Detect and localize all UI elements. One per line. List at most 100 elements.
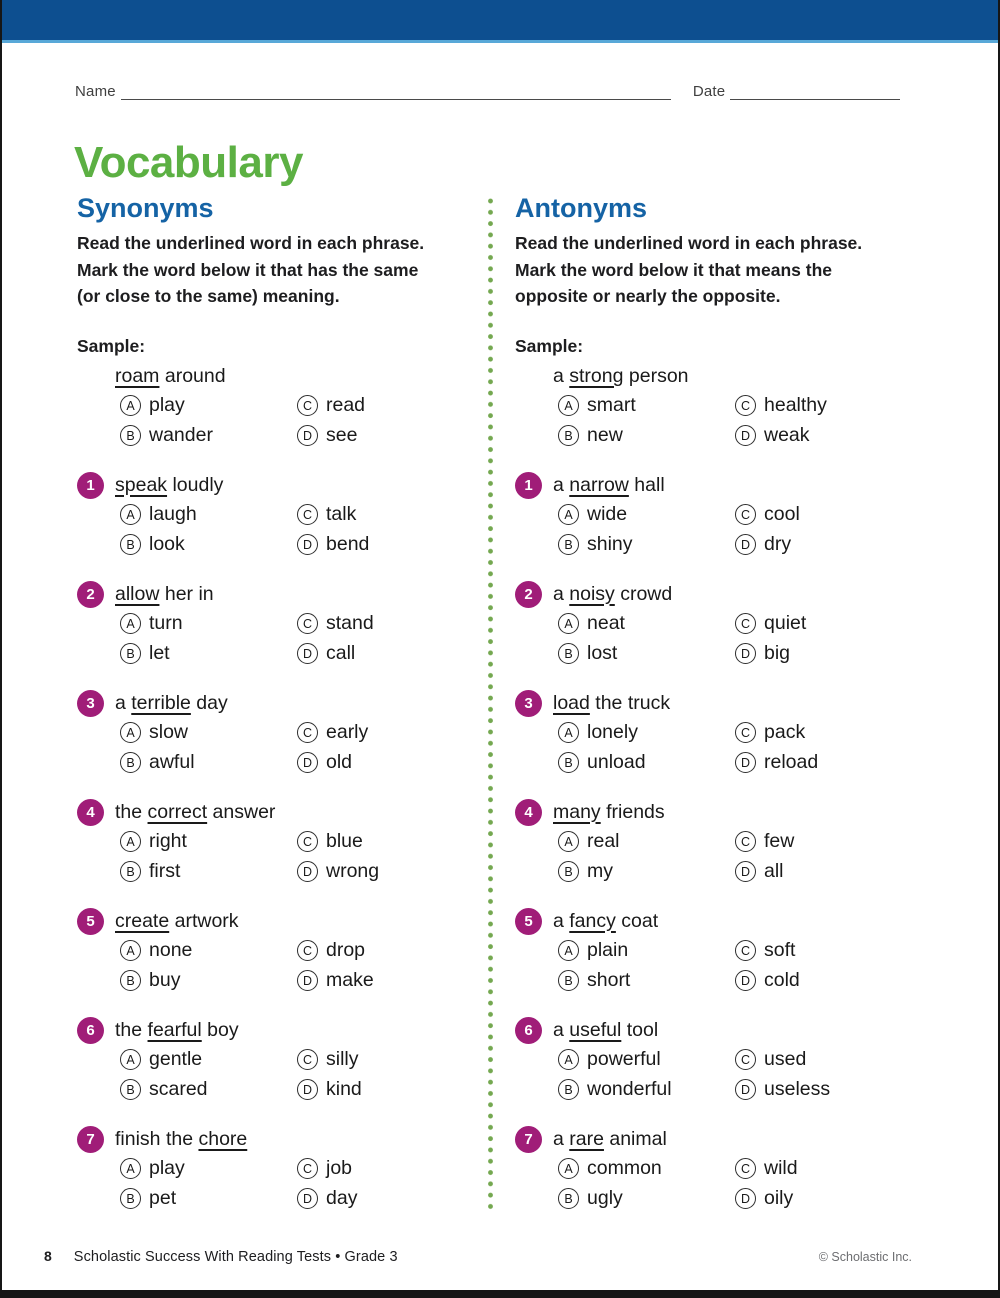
answer-bubble-c[interactable]: C (735, 831, 756, 852)
answer-bubble-d[interactable]: D (735, 1079, 756, 1100)
answer-bubble-c[interactable]: C (735, 940, 756, 961)
answer-bubble-d[interactable]: D (735, 425, 756, 446)
answer-bubble-c[interactable]: C (735, 1158, 756, 1179)
answer-bubble-b[interactable]: B (558, 752, 579, 773)
answer-bubble-b[interactable]: B (558, 1079, 579, 1100)
answer-bubble-a[interactable]: A (558, 1049, 579, 1070)
answer-bubble-c[interactable]: C (735, 1049, 756, 1070)
answer-bubble-c[interactable]: C (735, 504, 756, 525)
answer-bubble-d[interactable]: D (297, 1188, 318, 1209)
answer-bubble-a[interactable]: A (558, 504, 579, 525)
answer-bubble-d[interactable]: D (735, 643, 756, 664)
answer-bubble-d[interactable]: D (735, 970, 756, 991)
answer-bubble-c[interactable]: C (297, 395, 318, 416)
answer-bubble-d[interactable]: D (297, 1079, 318, 1100)
answer-bubble-b[interactable]: B (120, 534, 141, 555)
answer-bubble-b[interactable]: B (120, 861, 141, 882)
answer-bubble-a[interactable]: A (120, 395, 141, 416)
answer-bubble-b[interactable]: B (120, 752, 141, 773)
answer-bubble-d[interactable]: D (735, 752, 756, 773)
answer-bubble-d[interactable]: D (735, 534, 756, 555)
answer-bubble-c[interactable]: C (297, 504, 318, 525)
answer-bubble-a[interactable]: A (120, 831, 141, 852)
answer-bubble-d[interactable]: D (735, 861, 756, 882)
answer-bubble-d[interactable]: D (297, 752, 318, 773)
answer-bubble-a[interactable]: A (120, 722, 141, 743)
answer-bubble-a[interactable]: A (120, 504, 141, 525)
answer-bubble-a[interactable]: A (120, 940, 141, 961)
answer-bubble-d[interactable]: D (297, 425, 318, 446)
answer-bubble-a[interactable]: A (120, 1158, 141, 1179)
answer-bubble-a[interactable]: A (558, 722, 579, 743)
answer-bubble-c[interactable]: C (735, 395, 756, 416)
answer-bubble-d[interactable]: D (297, 861, 318, 882)
answer-bubble-b[interactable]: B (120, 643, 141, 664)
answer-bubble-b[interactable]: B (120, 1079, 141, 1100)
date-input-line[interactable] (730, 79, 901, 100)
answer-bubble-d[interactable]: D (297, 534, 318, 555)
answer-bubble-b[interactable]: B (558, 1188, 579, 1209)
answer-bubble-b[interactable]: B (558, 425, 579, 446)
answer-bubble-a[interactable]: A (558, 831, 579, 852)
answer-bubble-a[interactable]: A (558, 1158, 579, 1179)
answer-bubble-b[interactable]: B (558, 643, 579, 664)
answer-bubble-c[interactable]: C (297, 1049, 318, 1070)
answer-bubble-c[interactable]: C (297, 722, 318, 743)
answer-bubble-d[interactable]: D (297, 970, 318, 991)
answer-bubble-b[interactable]: B (120, 970, 141, 991)
answer-bubble-b[interactable]: B (120, 1188, 141, 1209)
